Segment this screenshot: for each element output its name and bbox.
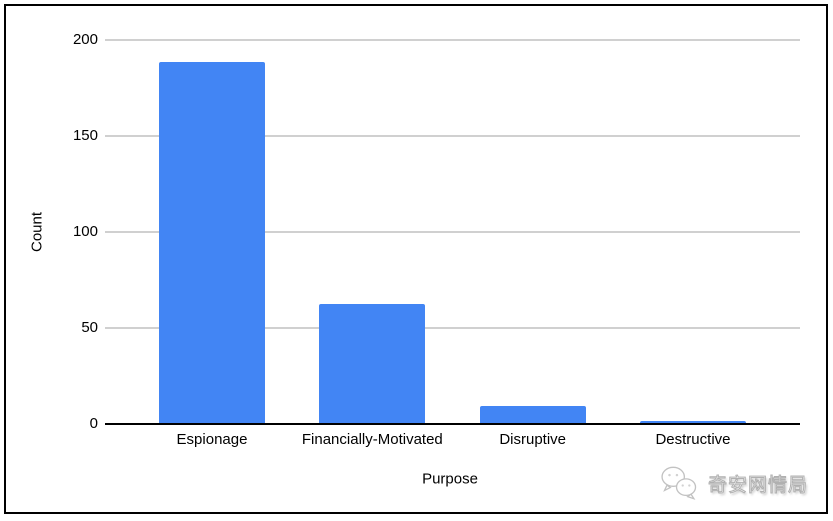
x-category-label: Disruptive [499, 431, 566, 448]
chart-border [4, 4, 828, 514]
wechat-icon [661, 466, 697, 500]
bar-espionage [159, 62, 265, 425]
gridline [105, 231, 800, 233]
y-tick-label: 0 [89, 415, 98, 432]
watermark: 奇安网情局 [660, 464, 808, 502]
watermark-text: 奇安网情局 [707, 474, 809, 496]
gridline [105, 327, 800, 329]
bar-financially-motivated [319, 304, 426, 425]
x-axis-line [105, 423, 800, 425]
x-category-label: Destructive [655, 431, 731, 448]
gridline [105, 135, 800, 137]
y-tick-label: 50 [81, 319, 98, 336]
gridline [105, 39, 800, 41]
y-tick-label: 100 [72, 223, 98, 240]
x-category-label: Financially-Motivated [301, 431, 443, 448]
y-tick-label: 150 [72, 127, 98, 144]
bar-disruptive [479, 406, 586, 425]
x-category-label: Espionage [176, 431, 248, 448]
y-tick-label: 200 [72, 31, 98, 48]
x-axis-title: Purpose [422, 470, 478, 488]
